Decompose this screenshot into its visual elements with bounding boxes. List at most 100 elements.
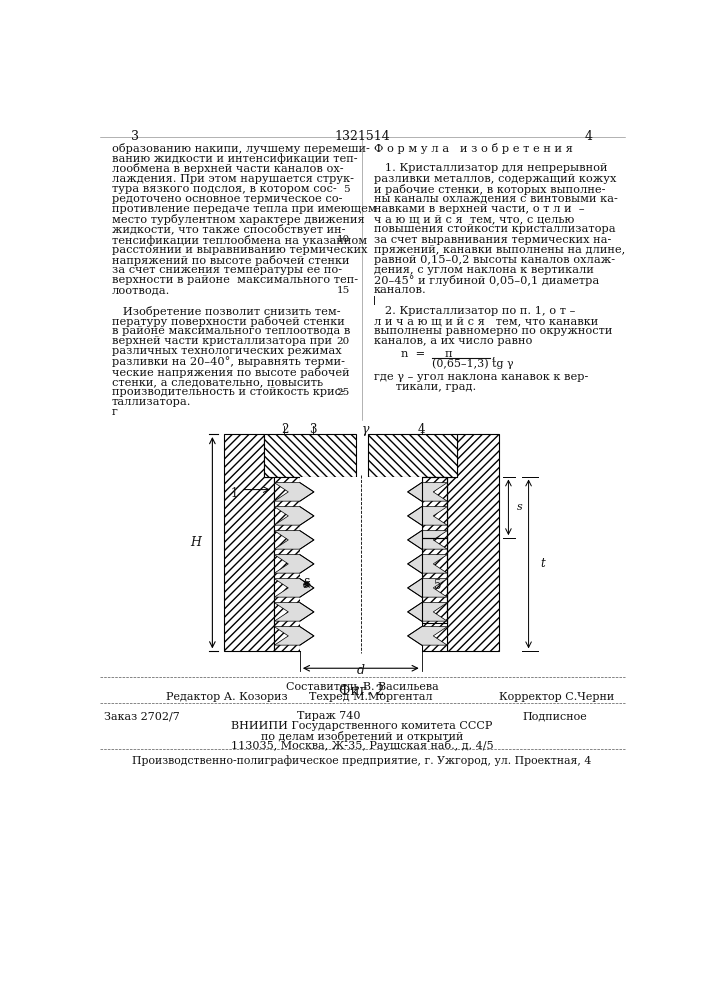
Text: разливки металлов, содержащий кожух: разливки металлов, содержащий кожух (373, 174, 616, 184)
Text: d: d (357, 664, 365, 677)
Bar (421, 477, 448, 538)
Text: δ: δ (303, 578, 310, 591)
Polygon shape (408, 579, 448, 597)
Polygon shape (408, 627, 448, 645)
Polygon shape (264, 434, 356, 477)
Text: каналов.: каналов. (373, 285, 426, 295)
Text: t: t (540, 557, 545, 570)
Text: за счет выравнивания термических на-: за счет выравнивания термических на- (373, 235, 611, 245)
Polygon shape (274, 555, 314, 573)
Text: навками в верхней части, о т л и  –: навками в верхней части, о т л и – (373, 204, 584, 214)
Text: 2. Кристаллизатор по п. 1, о т –: 2. Кристаллизатор по п. 1, о т – (373, 306, 575, 316)
Text: редоточено основное термическое со-: редоточено основное термическое со- (112, 194, 342, 204)
Text: Техред М.Моргентал: Техред М.Моргентал (309, 692, 433, 702)
Text: 3: 3 (131, 130, 139, 143)
Text: n  =: n = (401, 349, 425, 359)
Text: 25: 25 (337, 388, 349, 397)
Text: Производственно-полиграфическое предприятие, г. Ужгород, ул. Проектная, 4: Производственно-полиграфическое предприя… (132, 755, 592, 766)
Text: таллизатора.: таллизатора. (112, 397, 191, 407)
Text: 1: 1 (230, 487, 238, 500)
Text: равной 0,15–0,2 высоты каналов охлаж-: равной 0,15–0,2 высоты каналов охлаж- (373, 255, 614, 265)
Text: Тираж 740: Тираж 740 (297, 711, 361, 721)
Text: Составитель В. Васильева: Составитель В. Васильева (286, 682, 438, 692)
Text: 113035, Москва, Ж-35, Раушская наб., д. 4/5: 113035, Москва, Ж-35, Раушская наб., д. … (230, 740, 493, 751)
Text: 1. Кристаллизатор для непрерывной: 1. Кристаллизатор для непрерывной (373, 163, 607, 173)
Text: 1321514: 1321514 (334, 130, 390, 143)
Text: 15: 15 (337, 286, 349, 295)
Text: г: г (112, 407, 117, 417)
Text: ч а ю щ и й с я  тем, что, с целью: ч а ю щ и й с я тем, что, с целью (373, 214, 574, 224)
Text: тенсификации теплообмена на указанном: тенсификации теплообмена на указанном (112, 235, 367, 246)
Text: лообмена в верхней части каналов ох-: лообмена в верхней части каналов ох- (112, 163, 344, 174)
Polygon shape (274, 507, 314, 525)
Text: дения, с углом наклона к вертикали: дения, с углом наклона к вертикали (373, 265, 593, 275)
Text: γ: γ (362, 423, 370, 436)
Polygon shape (274, 477, 300, 651)
Text: напряжений по высоте рабочей стенки: напряжений по высоте рабочей стенки (112, 255, 349, 266)
Text: тикали, град.: тикали, град. (373, 382, 476, 392)
Text: ны каналы охлаждения с винтовыми ка-: ны каналы охлаждения с винтовыми ка- (373, 194, 617, 204)
Polygon shape (274, 603, 314, 621)
Polygon shape (408, 507, 448, 525)
Text: 4: 4 (418, 423, 426, 436)
Bar (300, 477, 421, 651)
Text: различных технологических режимах: различных технологических режимах (112, 346, 341, 356)
Polygon shape (274, 627, 314, 645)
Text: производительность и стойкость крис-: производительность и стойкость крис- (112, 387, 344, 397)
Text: пературу поверхности рабочей стенки: пературу поверхности рабочей стенки (112, 316, 344, 327)
Polygon shape (408, 603, 448, 621)
Text: в районе максимального теплоотвода в: в районе максимального теплоотвода в (112, 326, 350, 336)
Bar (421, 538, 448, 623)
Text: тура вязкого подслоя, в котором сос-: тура вязкого подслоя, в котором сос- (112, 184, 337, 194)
Text: лоотвода.: лоотвода. (112, 285, 170, 295)
Text: 5: 5 (343, 185, 349, 194)
Text: ванию жидкости и интенсификации теп-: ванию жидкости и интенсификации теп- (112, 153, 357, 164)
Text: 3: 3 (310, 423, 317, 436)
Polygon shape (448, 434, 499, 651)
Text: Подписное: Подписное (522, 711, 587, 721)
Text: противление передаче тепла при имеющем: противление передаче тепла при имеющем (112, 204, 376, 214)
Text: верхности в районе  максимального теп-: верхности в районе максимального теп- (112, 275, 358, 285)
Polygon shape (274, 483, 314, 501)
Text: s: s (517, 502, 522, 512)
Text: 20: 20 (337, 337, 349, 346)
Text: повышения стойкости кристаллизатора: повышения стойкости кристаллизатора (373, 224, 615, 234)
Text: пряжений, канавки выполнены на длине,: пряжений, канавки выполнены на длине, (373, 245, 625, 255)
Text: каналов, а их число равно: каналов, а их число равно (373, 336, 532, 346)
Text: Ф о р м у л а   и з о б р е т е н и я: Ф о р м у л а и з о б р е т е н и я (373, 143, 573, 154)
Text: л и ч а ю щ и й с я   тем, что канавки: л и ч а ю щ и й с я тем, что канавки (373, 316, 598, 326)
Text: расстоянии и выравниванию термических: расстоянии и выравниванию термических (112, 245, 367, 255)
Text: Заказ 2702/7: Заказ 2702/7 (104, 711, 180, 721)
Polygon shape (274, 531, 314, 549)
Text: H: H (190, 536, 201, 549)
Text: ВНИИПИ Государственного комитета СССР: ВНИИПИ Государственного комитета СССР (231, 721, 493, 731)
Text: стенки, а следовательно, повысить: стенки, а следовательно, повысить (112, 377, 323, 387)
Text: π: π (445, 349, 452, 359)
Text: за счет снижения температуры ее по-: за счет снижения температуры ее по- (112, 265, 341, 275)
Text: 20–45° и глубиной 0,05–0,1 диаметра: 20–45° и глубиной 0,05–0,1 диаметра (373, 275, 599, 286)
Text: верхней части кристаллизатора при: верхней части кристаллизатора при (112, 336, 332, 346)
Polygon shape (408, 531, 448, 549)
Polygon shape (368, 434, 457, 477)
Text: Редактор А. Козориз: Редактор А. Козориз (166, 692, 287, 702)
Text: жидкости, что также способствует ин-: жидкости, что также способствует ин- (112, 224, 345, 235)
Text: образованию накипи, лучшему перемеши-: образованию накипи, лучшему перемеши- (112, 143, 370, 154)
Text: 2: 2 (281, 423, 288, 436)
Text: место турбулентном характере движения: место турбулентном характере движения (112, 214, 364, 225)
Text: Корректор С.Черни: Корректор С.Черни (499, 692, 614, 702)
Text: Фиг. 2: Фиг. 2 (339, 684, 385, 698)
Polygon shape (421, 477, 448, 651)
Text: ,: , (491, 349, 495, 359)
Polygon shape (408, 555, 448, 573)
Text: (0,65–1,3) tg γ: (0,65–1,3) tg γ (432, 359, 513, 369)
Text: ческие напряжения по высоте рабочей: ческие напряжения по высоте рабочей (112, 367, 349, 378)
Text: лаждения. При этом нарушается струк-: лаждения. При этом нарушается струк- (112, 174, 354, 184)
Polygon shape (224, 434, 274, 651)
Text: где γ – угол наклона канавок к вер-: где γ – угол наклона канавок к вер- (373, 372, 588, 382)
Text: 10: 10 (337, 235, 349, 244)
Text: разливки на 20–40°, выравнять терми-: разливки на 20–40°, выравнять терми- (112, 357, 344, 367)
Polygon shape (274, 579, 314, 597)
Text: по делам изобретений и открытий: по делам изобретений и открытий (261, 731, 463, 742)
Text: и рабочие стенки, в которых выполне-: и рабочие стенки, в которых выполне- (373, 184, 605, 195)
Text: 4: 4 (584, 130, 592, 143)
